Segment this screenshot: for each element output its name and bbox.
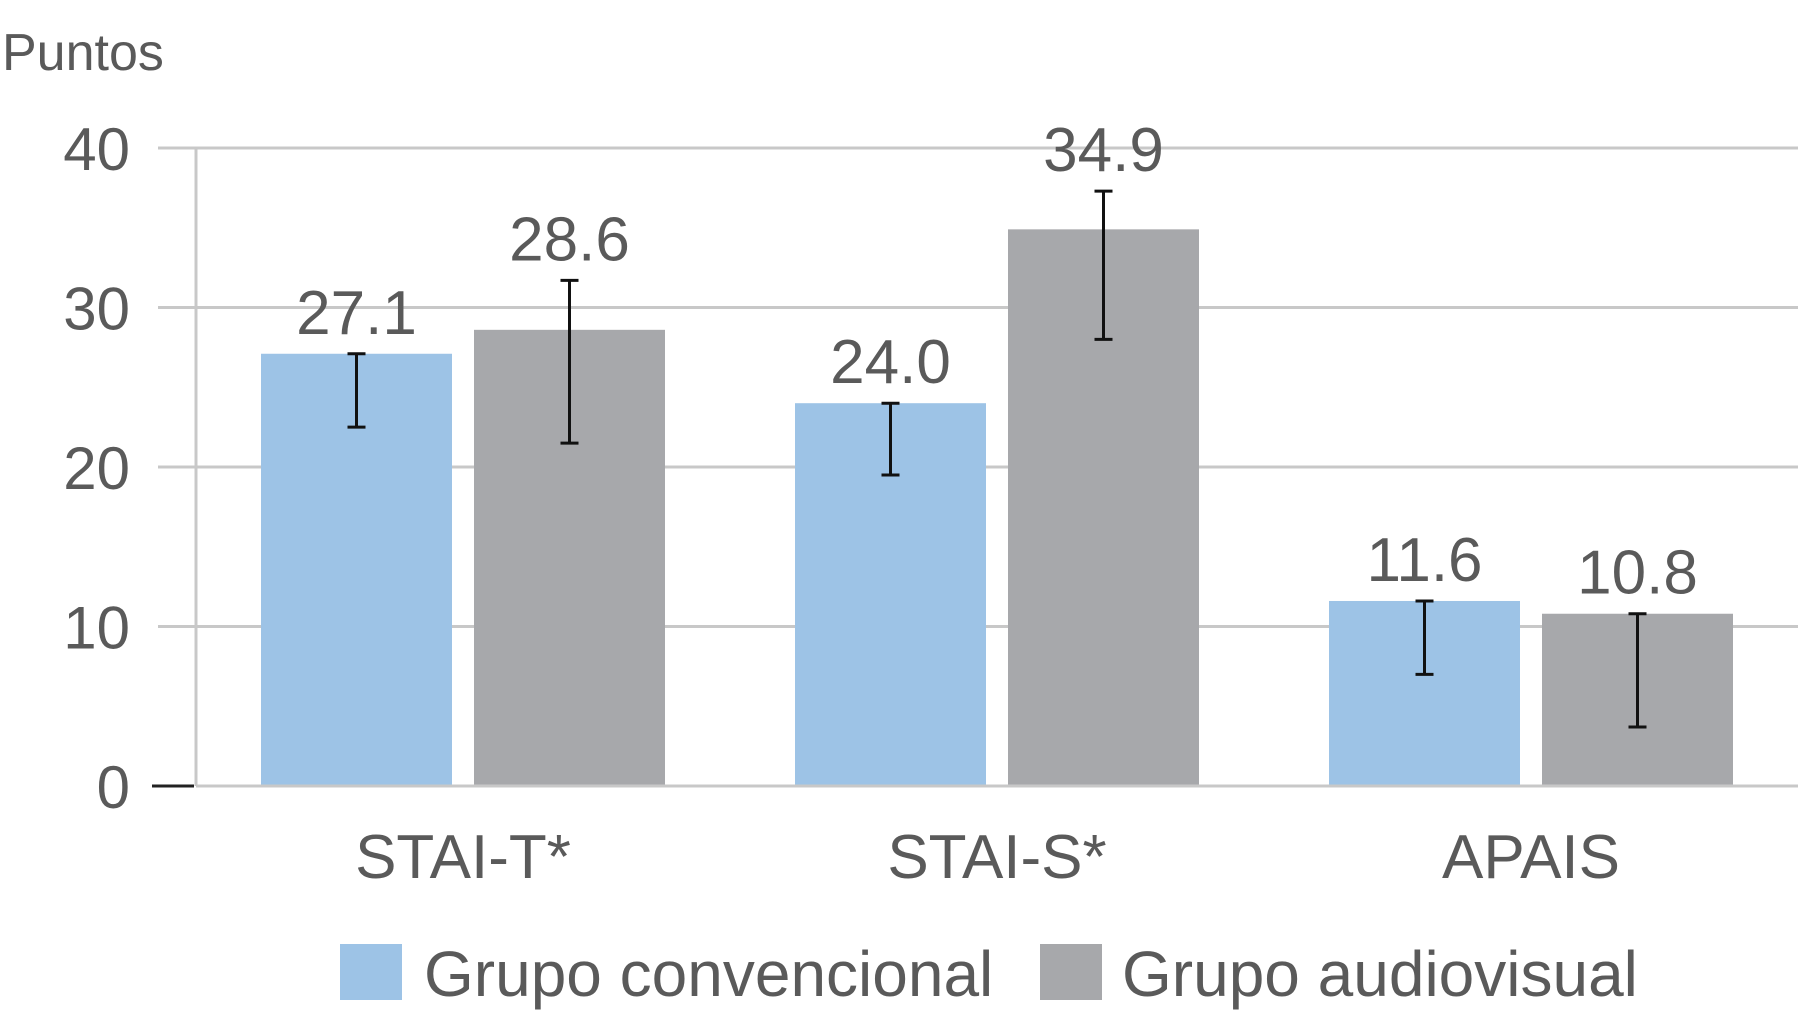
- bars: [261, 229, 1733, 787]
- y-tick-label: 20: [63, 435, 130, 502]
- y-tick-label: 0: [97, 754, 130, 821]
- legend-swatch: [1040, 944, 1102, 1000]
- y-axis-title: Puntos: [2, 24, 164, 82]
- x-tick-label: APAIS: [1442, 823, 1620, 892]
- data-label: 27.1: [296, 279, 417, 348]
- legend-label: Grupo convencional: [424, 938, 993, 1010]
- y-tick-label: 30: [63, 276, 130, 343]
- y-tick-label: 10: [63, 595, 130, 662]
- data-label: 24.0: [830, 328, 951, 397]
- legend-label: Grupo audiovisual: [1122, 938, 1638, 1010]
- data-label: 28.6: [509, 205, 630, 274]
- x-tick-label: STAI-S*: [887, 823, 1106, 892]
- y-tick-label: 40: [63, 116, 130, 183]
- legend: Grupo convencional Grupo audiovisual: [340, 938, 1638, 1010]
- x-axis-ticks: STAI-T* STAI-S* APAIS: [355, 823, 1620, 892]
- y-axis-ticks: 0 10 20 30 40: [63, 116, 130, 821]
- data-label: 34.9: [1043, 116, 1164, 185]
- legend-swatch: [340, 944, 402, 1000]
- data-label: 11.6: [1366, 526, 1482, 595]
- x-tick-label: STAI-T*: [355, 823, 571, 892]
- data-label: 10.8: [1577, 539, 1698, 608]
- data-labels: 27.1 28.6 24.0 34.9 11.6 10.8: [296, 116, 1698, 608]
- error-bars: [347, 189, 1647, 729]
